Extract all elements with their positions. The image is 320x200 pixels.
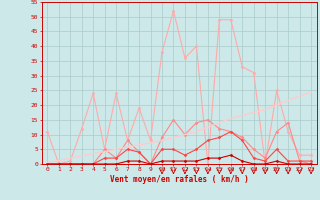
X-axis label: Vent moyen/en rafales ( km/h ): Vent moyen/en rafales ( km/h ) xyxy=(110,175,249,184)
